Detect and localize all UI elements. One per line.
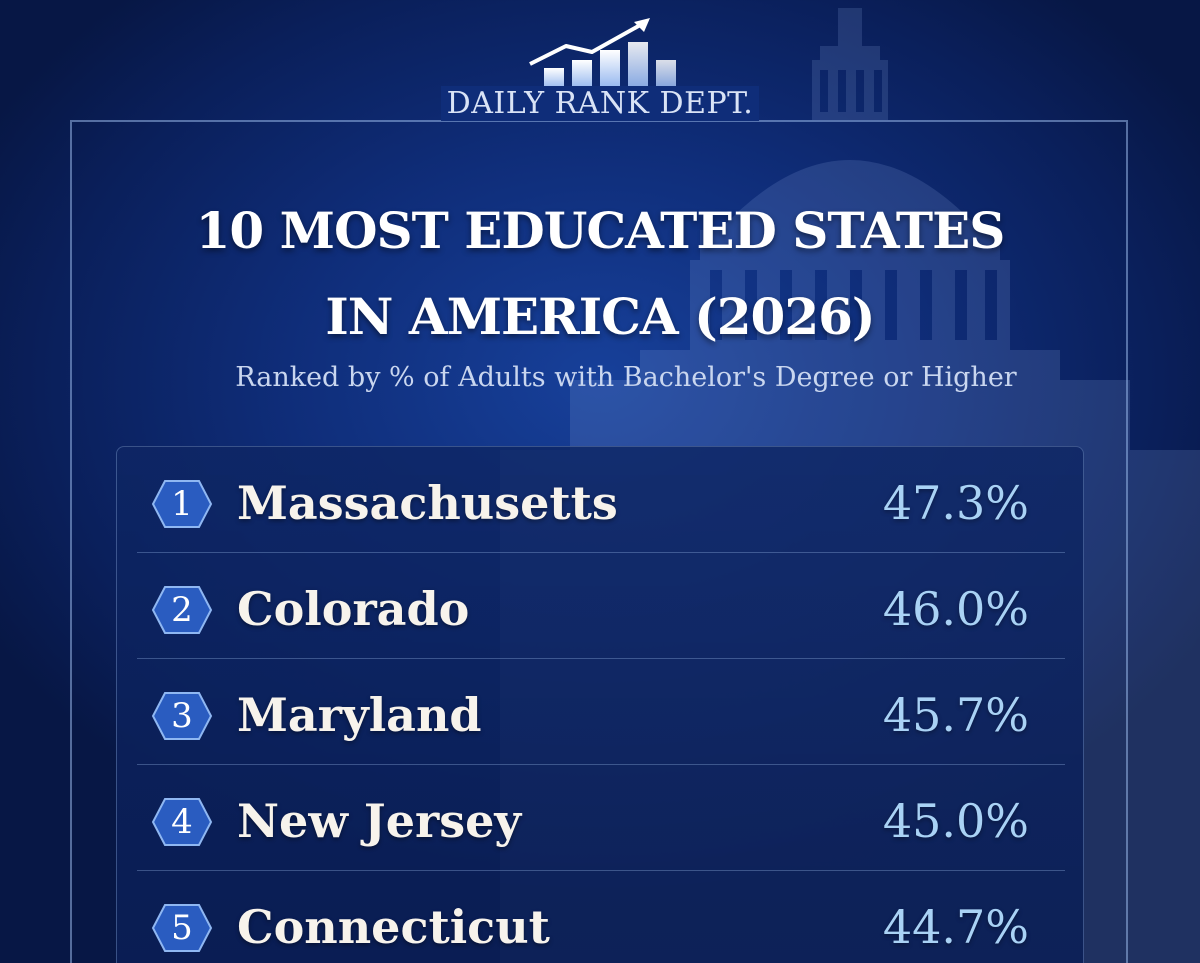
rank-number: 3 [171,696,193,736]
ranking-row-5: 5 Connecticut 44.7% [137,871,1065,963]
state-name: Colorado [237,582,470,636]
rising-bar-chart-icon [529,18,676,90]
outer-frame [70,120,1128,963]
state-name: Connecticut [237,900,550,954]
state-percentage: 46.0% [882,582,1029,636]
ranking-row-2: 2 Colorado 46.0% [137,553,1065,659]
page-title: 10 MOST EDUCATED STATES IN AMERICA (2026… [0,188,1200,360]
state-percentage: 45.7% [882,688,1029,742]
state-name: New Jersey [237,794,522,848]
ranking-row-3: 3 Maryland 45.7% [137,659,1065,765]
state-name: Maryland [237,688,482,742]
brand-header [0,16,1200,94]
brand-name-text: DAILY RANK DEPT. [440,86,760,121]
rank-badge: 4 [151,797,213,847]
rank-badge: 3 [151,691,213,741]
state-percentage: 47.3% [882,476,1029,530]
rank-number: 5 [171,908,193,948]
rank-number: 1 [171,484,193,524]
rank-badge: 2 [151,585,213,635]
ranking-row-1: 1 Massachusetts 47.3% [137,447,1065,553]
state-percentage: 45.0% [882,794,1029,848]
subtitle: Ranked by % of Adults with Bachelor's De… [235,362,1017,393]
ranking-list: 1 Massachusetts 47.3% 2 Colorado 46.0% 3… [116,446,1084,963]
ranking-row-4: 4 New Jersey 45.0% [137,765,1065,871]
title-line-1: 10 MOST EDUCATED STATES [195,201,1006,260]
rank-badge: 5 [151,903,213,953]
rank-badge: 1 [151,479,213,529]
title-line-2: IN AMERICA (2026) [325,287,875,346]
state-percentage: 44.7% [882,900,1029,954]
rank-number: 4 [171,802,193,842]
state-name: Massachusetts [237,476,618,530]
brand-name: DAILY RANK DEPT. [0,86,1200,121]
rank-number: 2 [171,590,193,630]
